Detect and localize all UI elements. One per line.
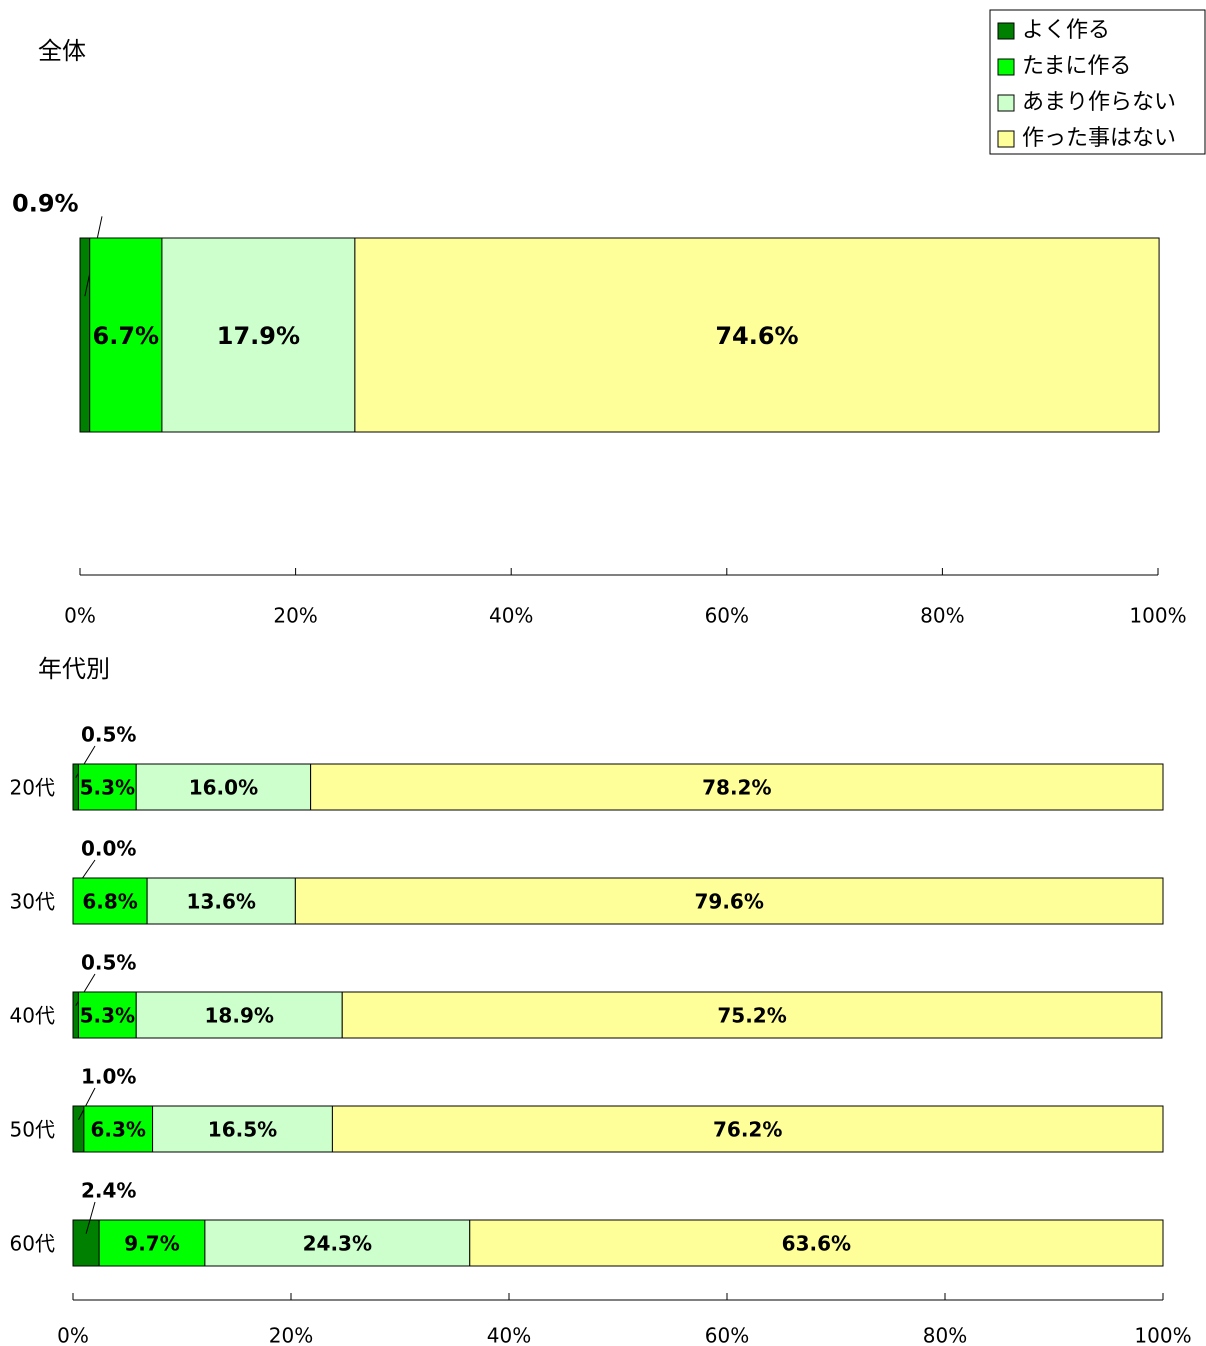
bar-segment bbox=[89, 237, 163, 433]
bar-segment bbox=[354, 237, 1160, 433]
x-tick-label: 60% bbox=[705, 604, 749, 628]
data-label: 0.5% bbox=[81, 723, 136, 747]
x-tick-label: 0% bbox=[64, 604, 96, 628]
bar-segment bbox=[72, 877, 148, 925]
bar-segment bbox=[135, 763, 312, 811]
data-label: 63.6% bbox=[782, 1232, 851, 1256]
x-tick-label: 100% bbox=[1134, 1324, 1191, 1346]
bar-segment bbox=[98, 1219, 206, 1267]
bar-segment bbox=[204, 1219, 471, 1267]
legend-label: あまり作らない bbox=[1022, 90, 1176, 115]
bar-segment bbox=[135, 991, 343, 1039]
data-label: 0.5% bbox=[81, 951, 136, 975]
data-label: 9.7% bbox=[124, 1232, 179, 1256]
x-tick-label: 60% bbox=[705, 1324, 749, 1346]
bar-segment bbox=[146, 877, 296, 925]
leader-line bbox=[85, 1201, 96, 1234]
bar-segment bbox=[72, 991, 79, 1039]
data-label: 18.9% bbox=[205, 1004, 274, 1028]
bar-segment bbox=[72, 1219, 100, 1267]
data-label: 16.0% bbox=[189, 776, 258, 800]
data-label: 75.2% bbox=[717, 1004, 786, 1028]
bar-segment bbox=[77, 763, 137, 811]
leader-line bbox=[78, 1087, 96, 1121]
bar-segment bbox=[341, 991, 1163, 1039]
x-tick-label: 20% bbox=[273, 604, 317, 628]
bar-segment bbox=[161, 237, 356, 433]
bar-segment bbox=[152, 1105, 333, 1153]
legend-box bbox=[989, 9, 1206, 155]
legend-label: たまに作る bbox=[1022, 54, 1131, 79]
data-label: 5.3% bbox=[80, 776, 135, 800]
legend-label: 作った事はない bbox=[1022, 126, 1176, 151]
x-tick-label: 20% bbox=[269, 1324, 313, 1346]
legend-swatch bbox=[997, 22, 1015, 40]
x-tick-label: 0% bbox=[57, 1324, 89, 1346]
legend-swatch bbox=[997, 58, 1015, 76]
data-label: 0.9% bbox=[12, 189, 79, 217]
x-tick-label: 40% bbox=[489, 604, 533, 628]
data-label: 2.4% bbox=[81, 1179, 136, 1203]
legend-swatch bbox=[997, 94, 1015, 112]
bar-segment bbox=[79, 237, 91, 433]
data-label: 6.3% bbox=[91, 1118, 146, 1142]
x-tick-label: 100% bbox=[1129, 604, 1186, 628]
bar-segment bbox=[331, 1105, 1164, 1153]
bar-segment bbox=[83, 1105, 154, 1153]
data-label: 79.6% bbox=[694, 890, 763, 914]
data-label: 0.0% bbox=[81, 837, 136, 861]
category-label: 30代 bbox=[10, 890, 55, 914]
chart-title: 全体 bbox=[38, 37, 86, 65]
category-label: 40代 bbox=[10, 1004, 55, 1028]
x-tick-label: 80% bbox=[923, 1324, 967, 1346]
data-label: 78.2% bbox=[702, 776, 771, 800]
x-tick-label: 40% bbox=[487, 1324, 531, 1346]
data-label: 74.6% bbox=[715, 322, 798, 350]
bar-segment bbox=[310, 763, 1164, 811]
data-label: 24.3% bbox=[303, 1232, 372, 1256]
data-label: 76.2% bbox=[713, 1118, 782, 1142]
bar-segment bbox=[72, 763, 79, 811]
x-tick-label: 80% bbox=[920, 604, 964, 628]
data-label: 6.7% bbox=[93, 322, 160, 350]
category-label: 60代 bbox=[10, 1232, 55, 1256]
data-label: 6.8% bbox=[82, 890, 137, 914]
data-label: 1.0% bbox=[81, 1065, 136, 1089]
bar-segment bbox=[469, 1219, 1164, 1267]
chart-title: 年代別 bbox=[38, 655, 110, 683]
data-label: 13.6% bbox=[187, 890, 256, 914]
data-label: 5.3% bbox=[80, 1004, 135, 1028]
legend-swatch bbox=[997, 130, 1015, 148]
legend-label: よく作る bbox=[1022, 18, 1110, 43]
data-label: 17.9% bbox=[217, 322, 300, 350]
data-label: 16.5% bbox=[208, 1118, 277, 1142]
category-label: 50代 bbox=[10, 1118, 55, 1142]
category-label: 20代 bbox=[10, 776, 55, 800]
bar-segment bbox=[294, 877, 1164, 925]
